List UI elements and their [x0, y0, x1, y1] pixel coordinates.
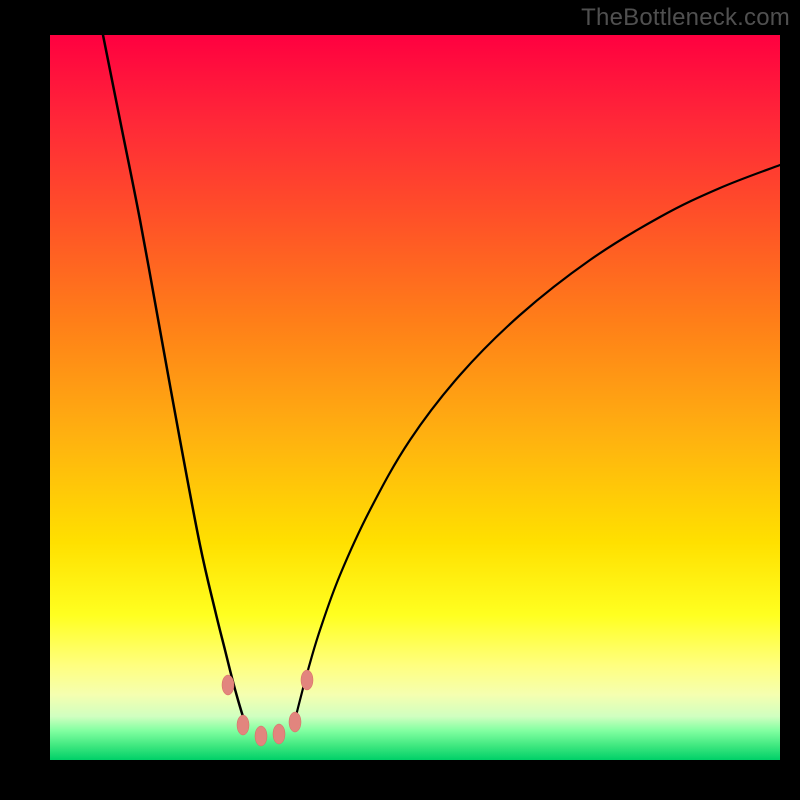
marker-dot — [273, 724, 285, 744]
marker-dot — [301, 670, 313, 690]
watermark-text: TheBottleneck.com — [581, 4, 790, 32]
marker-dot — [289, 712, 301, 732]
chart-svg — [0, 0, 800, 800]
plot-background — [50, 35, 780, 760]
marker-dot — [255, 726, 267, 746]
marker-dot — [237, 715, 249, 735]
chart-container: TheBottleneck.com — [0, 0, 800, 800]
marker-dot — [222, 675, 234, 695]
